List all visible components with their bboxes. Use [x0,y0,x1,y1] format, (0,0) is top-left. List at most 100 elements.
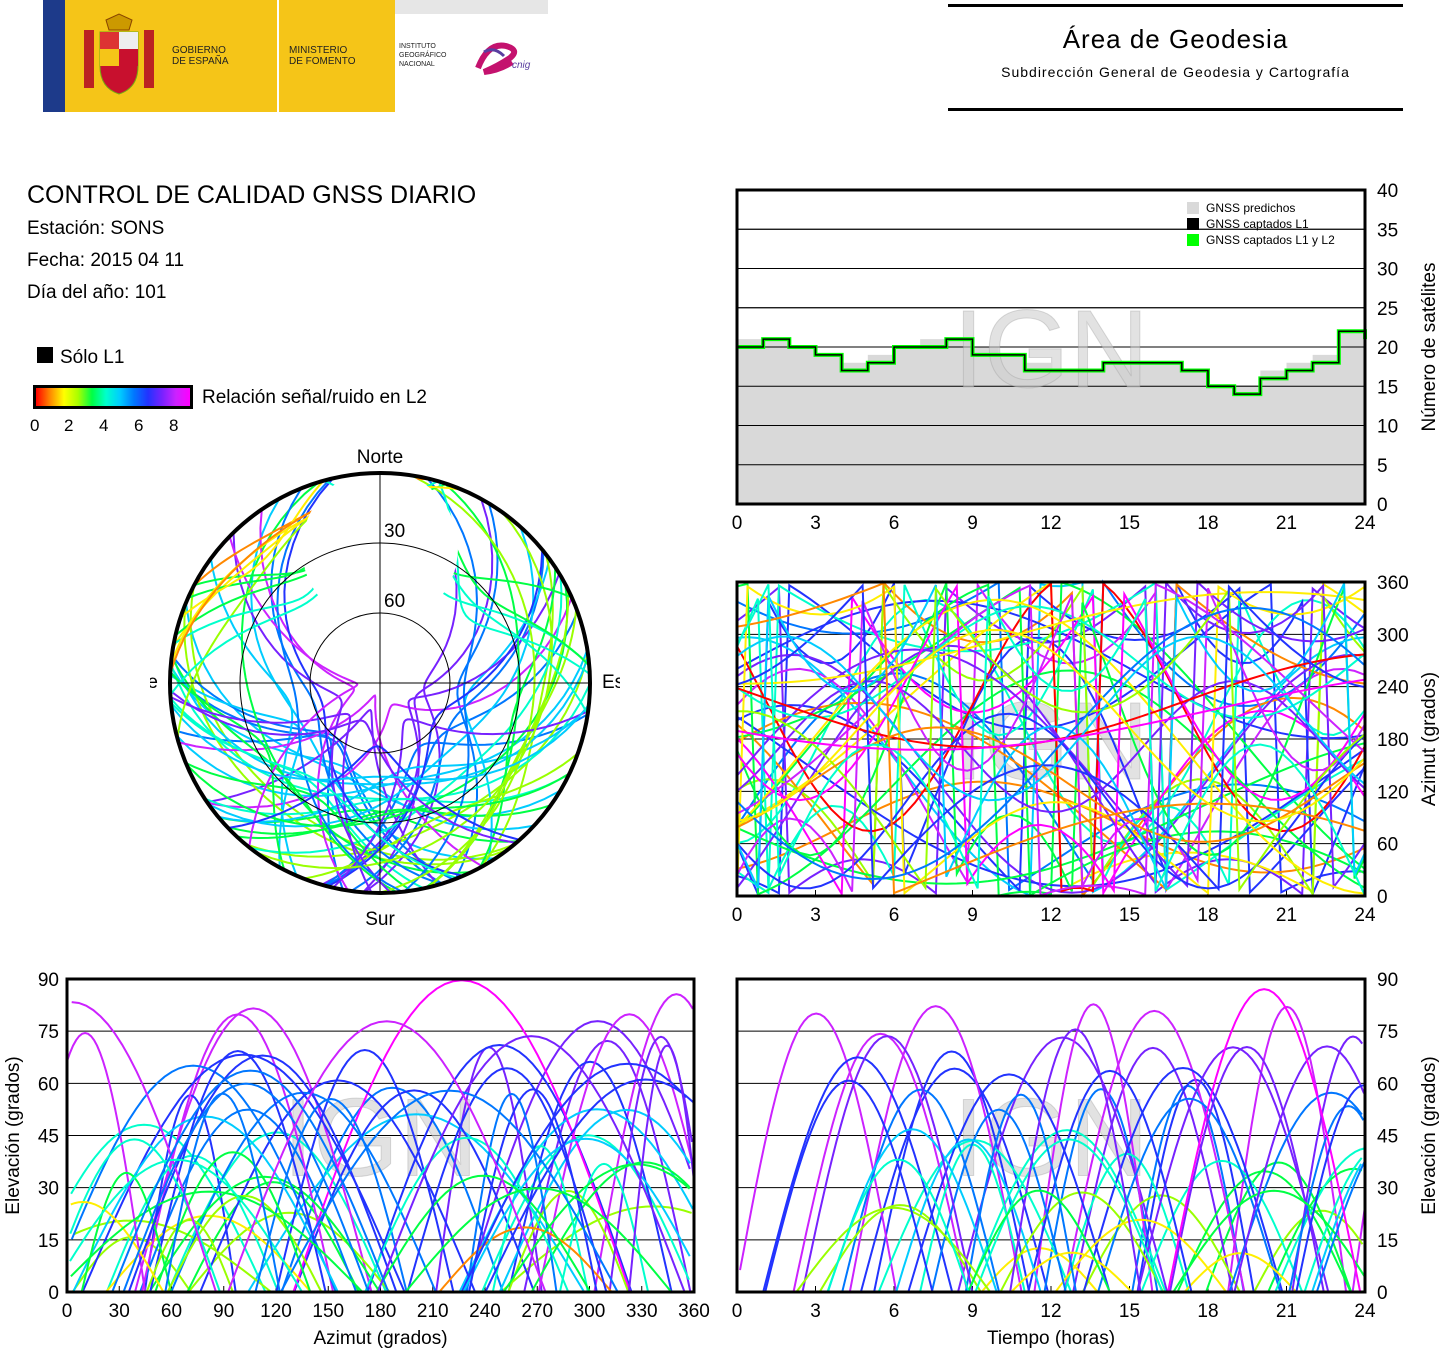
ign-text: INSTITUTO GEOGRÁFICO NACIONAL [399,43,447,68]
ign-logo [395,0,548,112]
elevation-vs-time-ytick-label: 15 [1377,1231,1398,1252]
elevation-vs-azimuth-ytick-label: 0 [48,1283,59,1304]
skyplot-track [250,498,496,860]
azimuth-track [736,583,1366,897]
elevation-time-track [1227,1005,1348,1293]
skyplot-track [170,696,373,894]
azimuth-track [736,605,1366,719]
l1-series-line [737,330,1366,395]
elevation-azimuth-chart: 0 15 30 45 60 75 90 0 30 60 90 120 150 180 210 240 270 30… [3,970,710,1349]
elevation-time-track [1303,1157,1363,1293]
satellite-count-xtick-label: 0 [732,513,743,530]
doy-label: Día del año: 101 [27,282,167,303]
elevation-vs-time-xtick-label: 21 [1276,1301,1297,1322]
elevation-azimuth-track [293,1089,536,1293]
legend-swatch [1187,234,1199,246]
elevation-azimuth-track [500,1205,692,1293]
azimuth-vs-time-ytick-label: 240 [1377,678,1409,699]
header-top-rule [948,4,1403,7]
elevation-azimuth-track [111,1069,390,1293]
snr-tick: 2 [64,416,74,435]
skyplot-track [169,689,517,844]
skyplot-track [378,474,536,894]
legend-entry: GNSS captados L1 [1206,217,1309,231]
elevation-time-track [826,1128,998,1293]
date-label: Fecha: 2015 04 11 [27,250,185,271]
elevation-time-track [1010,1251,1133,1293]
elevation-vs-time-xtick-label: 6 [889,1301,900,1322]
skyplot-track [209,558,298,877]
elevation-azimuth-track [166,1194,323,1293]
elevation-vs-azimuth-xtick-label: 150 [312,1301,344,1322]
satellite-count-xtick-label: 18 [1197,513,1218,530]
elevation-vs-azimuth-xtick-label: 60 [161,1301,182,1322]
skyplot-west-label: Oeste [150,672,158,693]
l1-only-label: Sólo L1 [60,347,125,368]
satellite-count-ytick-label: 35 [1377,220,1398,241]
satellite-count-ytick-label: 25 [1377,299,1398,320]
azimuth-time-chart: 0 60 120 180 240 300 360 0 3 6 9 12 15 18 21 24 Azimut (… [732,573,1440,926]
elevation-azimuth-track [498,1108,691,1293]
elevation-time-track [792,1032,969,1293]
elevation-vs-time-xtick-label: 0 [732,1301,743,1322]
satellite-count-ytick-label: 15 [1377,377,1398,398]
snr-tick: 6 [134,416,144,435]
report-title: CONTROL DE CALIDAD GNSS DIARIO [27,181,477,209]
azimuth-track [736,680,1366,814]
azimuth-track [736,606,1366,881]
elevation-time-track [1172,1189,1366,1293]
elevation-azimuth-track [66,1031,147,1293]
elevation-time-track [801,1035,974,1293]
elevation-azimuth-track [149,1049,327,1293]
elevation-time-track [930,1108,1067,1293]
cnig-logo-icon [470,38,535,80]
elevation-azimuth-track [70,1064,337,1293]
elevation-azimuth-track [593,993,694,1293]
elevation-vs-time-xlabel: Tiempo (horas) [987,1328,1115,1349]
satellite-count-ytick-label: 5 [1377,456,1388,477]
elevation-time-track [967,1189,1111,1293]
legend-entry: GNSS predichos [1206,201,1295,215]
skyplot-track [249,575,563,854]
cnig-text: cnig [512,60,531,71]
area-subtitle: Subdirección General de Geodesia y Carto… [1001,64,1350,80]
skyplot-track [175,729,344,891]
satellite-count-ytick-label: 0 [1377,495,1388,516]
elevation-time-track [1291,1035,1363,1293]
elevation-vs-azimuth-xtick-label: 240 [469,1301,501,1322]
skyplot-south-label: Sur [365,909,395,930]
elevation-azimuth-track [70,1190,364,1293]
elevation-azimuth-track [364,1136,570,1293]
elevation-azimuth-track [502,1163,691,1293]
satellite-count-xtick-label: 9 [967,513,978,530]
area-title: Área de Geodesia [1062,24,1289,54]
satellite-count-xtick-label: 12 [1040,513,1061,530]
azimuth-track [736,582,1366,894]
elevation-azimuth-track [227,1020,547,1293]
azimuth-track [736,635,1366,802]
elevation-vs-azimuth-xtick-label: 120 [260,1301,292,1322]
elevation-vs-azimuth-xtick-label: 300 [574,1301,606,1322]
elevation-time-track [1009,1028,1142,1293]
azimuth-track [736,628,1366,823]
elevation-vs-azimuth-xtick-label: 360 [678,1301,710,1322]
elevation-azimuth-track [186,1181,360,1293]
elevation-time-track [1228,1091,1363,1293]
azimuth-vs-time-ylabel: Azimut (grados) [1419,672,1440,806]
legend-entry: GNSS captados L1 y L2 [1206,233,1335,247]
azimuth-vs-time-xtick-label: 6 [889,905,900,926]
azimuth-track [736,585,1366,893]
elevation-vs-time-xtick-label: 18 [1197,1301,1218,1322]
azimuth-track [736,581,1366,897]
azimuth-time-border [735,580,1367,898]
elevation-vs-azimuth-ytick-label: 75 [38,1022,59,1043]
azimuth-vs-time-xtick-label: 12 [1040,905,1061,926]
elevation-vs-time-ytick-label: 0 [1377,1283,1388,1304]
elevation-azimuth-track [154,1151,312,1293]
elevation-vs-azimuth-xtick-label: 90 [213,1301,234,1322]
elevation-time-chart: 0 15 30 45 60 75 90 0 3 6 9 12 15 18 21 24 Elevación (gr… [732,970,1440,1349]
skyplot-track [206,708,439,886]
azimuth-track [736,726,1366,843]
elevation-vs-time-ytick-label: 90 [1377,970,1398,991]
header-bottom-rule [948,108,1403,111]
